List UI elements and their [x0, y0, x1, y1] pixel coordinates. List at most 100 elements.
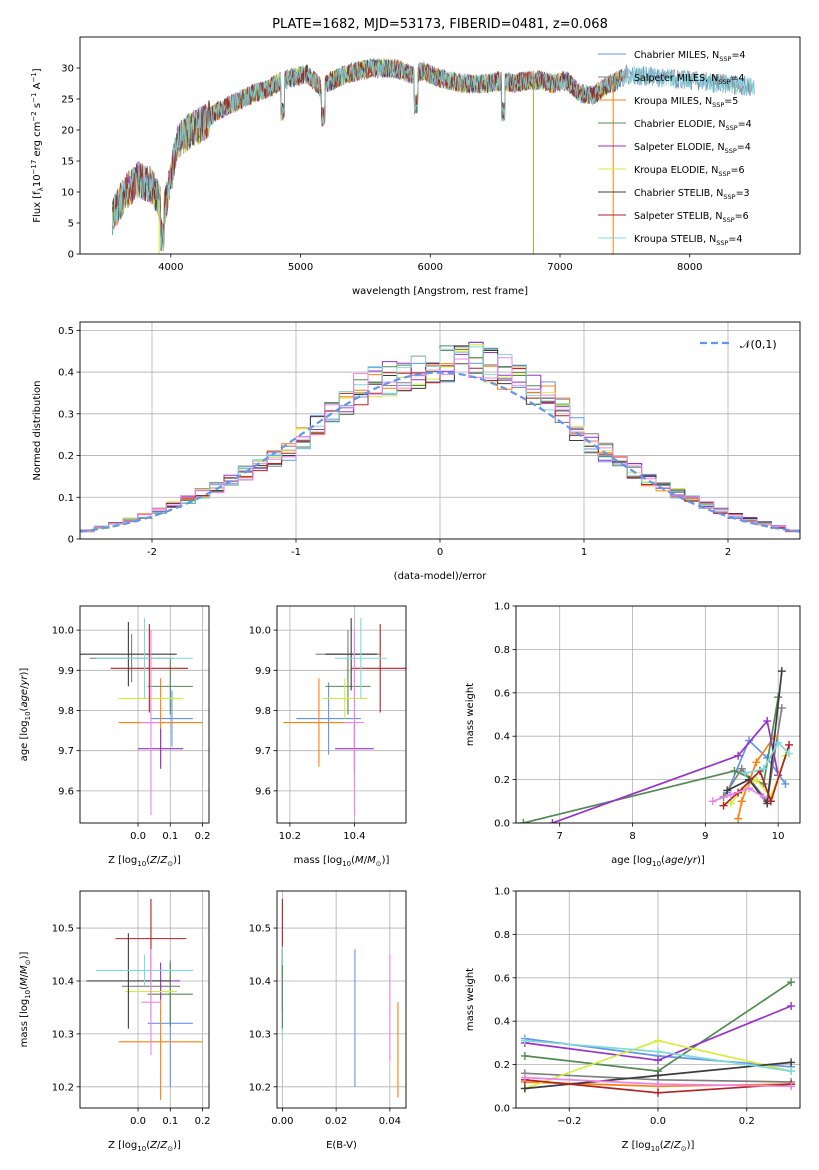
y-axis-label: mass weight [465, 968, 476, 1031]
y-tick-label: 1.0 [494, 887, 510, 898]
y-tick-label: 10.5 [52, 924, 74, 935]
x-tick-label: 0.0 [130, 1116, 146, 1127]
y-tick-label: 0.4 [58, 368, 74, 379]
weight-marker [719, 801, 728, 810]
plot-area [281, 898, 399, 1098]
spectrum-line [112, 58, 755, 251]
x-tick-label: 0.00 [271, 1116, 293, 1127]
x-tick-label: 9 [702, 831, 708, 842]
x-tick-label: 8 [629, 831, 635, 842]
y-tick-label: 0.4 [494, 1017, 510, 1028]
plot-area [86, 898, 203, 1101]
weight-marker [745, 784, 754, 793]
panel-0: 4000 5000 6000 7000 8000 0 5 10 15 20 25 30 Chabrier… [61, 36, 801, 273]
x-tick-label: 0.02 [325, 1116, 347, 1127]
y-tick-label: 0.0 [494, 1104, 510, 1115]
panel-3: 10.2 10.4 9.6 9.7 9.8 9.9 10.0 [249, 605, 407, 842]
normal-curve [80, 371, 800, 533]
x-tick-label: 0.1 [162, 1116, 178, 1127]
x-axis-label: Z [log10(Z/Z⊙)] [622, 1140, 695, 1153]
y-tick-label: 9.9 [255, 666, 271, 677]
weight-marker [737, 764, 746, 773]
y-tick-label: 9.8 [255, 706, 271, 717]
y-axis-label: age [log10(age/yr)] [19, 668, 32, 762]
y-tick-label: 10.2 [52, 1082, 74, 1093]
x-tick-label: 5000 [288, 262, 313, 273]
legend-label: Salpeter ELODIE, NSSP=4 [634, 142, 751, 155]
y-tick-label: 15 [61, 157, 74, 168]
y-tick-label: 0.1 [58, 493, 74, 504]
x-tick-label: 10.4 [343, 831, 365, 842]
weight-marker [654, 1047, 662, 1056]
weight-line [745, 741, 790, 774]
weight-marker [787, 978, 796, 987]
y-tick-label: 9.8 [58, 706, 74, 717]
weight-marker [734, 751, 743, 760]
weight-marker [520, 1073, 529, 1082]
weight-marker [787, 1058, 796, 1067]
x-tick-label: -1 [291, 547, 301, 558]
y-axis-label: mass [log10(M/M⊙)] [19, 952, 32, 1048]
weight-marker [726, 790, 735, 799]
y-tick-label: 0.6 [494, 688, 510, 699]
y-tick-label: 0.2 [494, 1060, 510, 1071]
weight-marker [654, 1080, 662, 1089]
x-axis-label: age [log10(age/yr)] [611, 855, 705, 868]
weight-marker [723, 786, 732, 795]
x-tick-label: 10 [772, 831, 785, 842]
y-tick-label: 30 [61, 64, 74, 75]
weight-marker [519, 819, 528, 823]
legend-label: 𝒩(0,1) [740, 338, 777, 351]
y-tick-label: 9.7 [58, 746, 74, 757]
spectrum-line [112, 59, 623, 243]
weight-marker [520, 1084, 529, 1093]
y-tick-label: 20 [61, 126, 74, 137]
y-tick-label: 0.2 [58, 451, 74, 462]
legend: 𝒩(0,1) [700, 338, 777, 351]
x-tick-label: 0.0 [130, 831, 146, 842]
plot-area [80, 618, 203, 815]
y-tick-label: 9.6 [255, 786, 271, 797]
x-tick-label: 0.2 [739, 1116, 755, 1127]
x-tick-label: 7000 [547, 262, 572, 273]
weight-marker [777, 703, 786, 712]
y-tick-label: 10.3 [249, 1029, 271, 1040]
y-tick-label: 10 [61, 188, 74, 199]
plot-area [519, 667, 794, 823]
plot-area [112, 57, 755, 254]
y-tick-label: 9.7 [255, 746, 271, 757]
y-axis-label: Normed distribution [32, 381, 43, 481]
spectrum-line [112, 58, 755, 251]
weight-marker [787, 1067, 796, 1076]
weight-marker [730, 766, 739, 775]
plot-area [80, 341, 800, 539]
x-axis-label: Z [log10(Z/Z⊙)] [108, 1140, 181, 1153]
y-tick-label: 0.5 [58, 326, 74, 337]
weight-marker [759, 792, 768, 801]
weight-marker [766, 797, 775, 806]
x-tick-label: 0.2 [195, 1116, 211, 1127]
y-tick-label: 10.5 [249, 924, 271, 935]
weight-marker [759, 764, 768, 773]
x-tick-label: 0.2 [195, 831, 211, 842]
legend-label: Chabrier STELIB, NSSP=3 [634, 188, 750, 201]
x-axis-label: (data-model)/error [394, 571, 488, 582]
legend-label: Kroupa MILES, NSSP=5 [634, 96, 738, 109]
axes-frame [79, 36, 801, 255]
histogram-step [80, 346, 800, 539]
weight-marker [787, 1082, 796, 1091]
panel-6: 0.00 0.02 0.04 10.2 10.3 10.4 10.5 [249, 890, 407, 1127]
x-axis-label: mass [log10(M/M⊙)] [294, 855, 390, 868]
axes-frame [276, 890, 407, 1109]
y-tick-label: 0 [68, 535, 74, 546]
weight-marker [520, 1051, 529, 1060]
weight-marker [785, 749, 794, 758]
weight-marker [734, 814, 743, 823]
y-tick-label: 0.6 [494, 973, 510, 984]
legend-label: Salpeter MILES, NSSP=4 [634, 73, 745, 86]
x-tick-label: 1 [581, 547, 587, 558]
y-tick-label: 9.6 [58, 786, 74, 797]
axes-frame [79, 890, 210, 1109]
x-tick-label: 0.0 [650, 1116, 666, 1127]
